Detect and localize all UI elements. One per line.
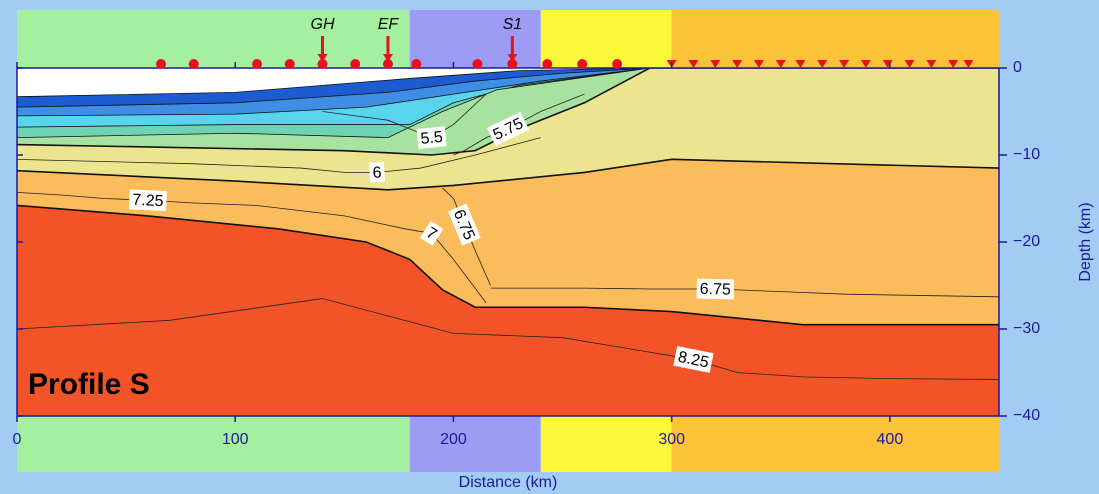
station	[411, 59, 421, 69]
zone-top	[672, 10, 999, 68]
zone-top	[541, 10, 672, 68]
contour-label: 6	[372, 164, 382, 181]
y-tick-label: −10	[1013, 146, 1040, 163]
station	[542, 59, 552, 69]
marker-label: S1	[503, 16, 523, 33]
x-tick-label: 100	[222, 431, 249, 448]
marker-label: GH	[311, 16, 335, 33]
zone-bottom	[17, 416, 410, 472]
station	[285, 59, 295, 69]
y-tick-label: −30	[1013, 320, 1040, 337]
contour-label-group: 7.25	[129, 189, 167, 211]
x-tick-label: 300	[658, 431, 685, 448]
chart: W E Distance (km) Depth (km) 7.2576.756.…	[0, 0, 1099, 494]
y-tick-label: −20	[1013, 233, 1040, 250]
station	[252, 59, 262, 69]
station	[350, 59, 360, 69]
marker-label: EF	[378, 16, 400, 33]
zone-bottom	[541, 416, 672, 472]
zone-bottom	[672, 416, 999, 472]
contour-label: 7.25	[132, 192, 164, 211]
station	[612, 59, 622, 69]
x-tick-label: 0	[13, 431, 22, 448]
station	[577, 59, 587, 69]
station	[189, 59, 199, 69]
x-tick-label: 200	[440, 431, 467, 448]
contour-label-group: 6	[369, 162, 385, 183]
y-tick-label: −40	[1013, 407, 1040, 424]
zone-top	[17, 10, 410, 68]
contour-label-group: 6.75	[697, 279, 735, 300]
contour-label-group: 5.5	[417, 126, 447, 149]
chart-title: Profile S	[28, 368, 150, 401]
x-tick-label: 400	[877, 431, 904, 448]
station	[472, 59, 482, 69]
zone-bottom	[410, 416, 541, 472]
y-tick-label: 0	[1013, 59, 1022, 76]
contour-label: 6.75	[700, 281, 732, 299]
station	[156, 59, 166, 69]
x-axis-label: Distance (km)	[459, 474, 558, 491]
contour-label: 5.5	[420, 129, 444, 148]
y-axis-label: Depth (km)	[1077, 202, 1094, 281]
page: {"chart_data": { "type": "section", "tit…	[0, 0, 1099, 494]
